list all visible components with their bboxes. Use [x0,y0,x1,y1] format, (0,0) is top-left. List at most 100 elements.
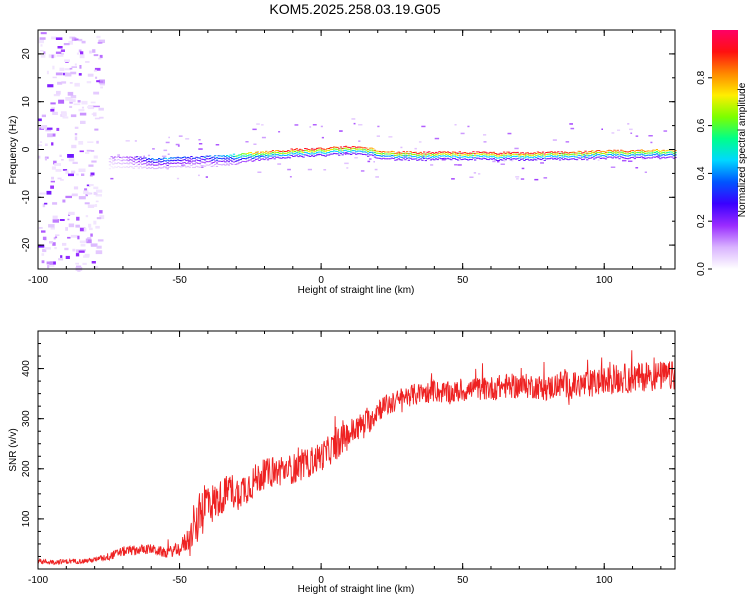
spectrogram-ridge-cell [412,152,416,153]
spectrogram-cell [68,223,75,228]
spectrogram-ridge-cell [304,149,307,151]
spectrogram-ridge-cell [316,154,319,156]
spectrogram-ridge-cell [169,159,173,161]
spectrogram-cell [99,81,105,86]
spectrogram-ridge-cell [468,158,472,160]
spectrogram-ridge-cell [672,152,675,154]
spectrogram-ridge-cell [329,151,332,153]
spectrogram-ridge-cell [241,160,244,162]
spectrogram-ridge-cell [154,168,157,170]
spectrogram-ridge-cell [334,150,337,152]
spectrogram-ridge-cell [671,151,674,153]
spectrogram-ridge-cell [333,148,336,150]
spectrogram-ridge-cell [594,157,597,159]
spectrogram-ridge-cell [659,151,662,153]
spectrogram-ridge-cell [514,158,518,160]
spectrogram-ridge-cell [487,156,490,158]
spectrogram-ridge-cell [260,151,263,153]
spectrogram-ridge-cell [331,149,334,150]
spectrogram-ridge-cell [552,154,555,156]
spectrogram-cell [95,200,99,203]
spectrogram-ridge-cell [402,155,405,157]
spectrogram-ridge-cell [287,152,290,154]
spectrogram-cell [80,120,86,124]
spectrogram-ridge-cell [316,151,319,153]
y-tick-label: -10 [21,190,32,205]
spectrogram-ridge-cell [664,150,667,152]
spectrogram-ridge-cell [275,154,278,156]
spectrogram-cell [90,101,96,104]
spectrogram-ridge-cell [618,151,621,153]
spectrogram-ridge-cell [113,159,117,161]
spectrogram-ridge-cell [402,153,405,155]
spectrogram-ridge-cell [384,155,387,157]
spectrogram-ridge-cell [377,150,380,152]
spectrogram-ridge-cell [278,157,281,159]
spectrogram-ridge-cell [491,152,494,154]
spectrogram-ridge-cell [625,158,628,159]
spectrogram-ridge-cell [504,154,507,156]
spectrogram-cell [91,261,96,264]
spectrogram-ridge-cell [579,153,582,155]
spectrogram-cell [61,112,67,117]
spectrogram-ridge-cell [202,161,205,163]
spectrogram-ridge-cell [219,155,222,157]
spectrogram-ridge-cell [414,155,417,157]
spectrogram-cell [87,106,92,109]
spectrogram-ridge-cell [655,153,658,155]
spectrogram-cell [96,140,99,144]
spectrogram-ridge-cell [637,154,640,156]
spectrogram-ridge-cell [516,153,519,155]
spectrogram-cell [53,160,57,165]
spectrogram-ridge-cell [271,150,275,151]
spectrogram-ridge-cell [292,156,295,157]
spectrogram-cell [81,106,84,109]
spectrogram-ridge-cell [397,155,400,157]
spectrogram-cell [100,86,103,89]
spectrogram-ridge-cell [115,159,118,161]
spectrogram-ridge-cell [367,151,370,153]
spectrogram-ridge-cell [198,157,202,159]
spectrogram-cell [147,154,151,157]
spectrogram-ridge-cell [445,153,448,155]
spectrogram-ridge-cell [171,157,174,159]
spectrogram-ridge-cell [645,152,648,154]
spectrogram-ridge-cell [321,150,324,152]
spectrogram-ridge-cell [112,163,115,165]
spectrogram-ridge-cell [409,155,412,157]
spectrogram-ridge-cell [372,150,375,152]
spectrogram-cell [86,149,92,152]
spectrogram-ridge-cell [626,151,630,153]
spectrogram-cell [79,240,87,243]
spectrogram-cell [45,128,52,132]
spectrogram-ridge-cell [142,163,146,165]
spectrogram-ridge-cell [164,157,168,159]
spectrogram-ridge-cell [287,156,290,158]
spectrogram-ridge-cell [485,152,489,154]
spectrogram-ridge-cell [436,159,439,161]
spectrogram-ridge-cell [219,157,222,159]
spectrogram-cell [51,176,54,180]
spectrogram-ridge-cell [570,158,574,160]
spectrogram-ridge-cell [582,154,585,156]
spectrogram-ridge-cell [475,151,478,153]
spectrogram-ridge-cell [322,148,326,150]
spectrogram-cell [152,148,155,150]
spectrogram-ridge-cell [564,155,567,157]
spectrogram-ridge-cell [399,152,402,154]
spectrogram-ridge-cell [421,159,424,161]
spectrogram-ridge-cell [156,167,159,169]
spectrogram-ridge-cell [457,153,460,155]
spectrogram-ridge-cell [358,153,361,155]
spectrogram-ridge-cell [601,157,604,159]
spectrogram-ridge-cell [353,146,356,148]
spectrogram-ridge-cell [440,151,443,153]
spectrogram-cell [79,112,87,116]
spectrogram-ridge-cell [581,159,584,161]
spectrogram-ridge-cell [421,155,424,157]
spectrogram-ridge-cell [231,163,234,165]
spectrogram-ridge-cell [361,149,365,151]
spectrogram-ridge-cell [158,166,161,168]
spectrogram-ridge-cell [467,155,470,157]
spectrogram-ridge-cell [115,166,118,168]
